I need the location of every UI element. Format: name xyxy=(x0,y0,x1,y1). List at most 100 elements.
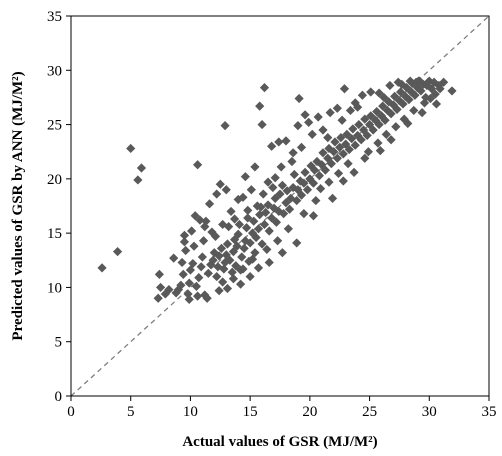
data-point xyxy=(385,80,395,91)
data-points xyxy=(97,76,457,304)
data-point xyxy=(164,285,174,295)
data-point xyxy=(288,148,298,158)
data-point xyxy=(194,273,204,283)
data-point xyxy=(252,201,262,211)
data-point xyxy=(411,77,421,87)
data-point xyxy=(227,267,237,277)
data-point xyxy=(160,289,170,299)
data-point xyxy=(357,90,368,100)
data-point xyxy=(324,177,334,187)
data-point xyxy=(343,159,353,169)
data-point xyxy=(353,130,363,141)
data-point xyxy=(251,232,261,243)
data-point xyxy=(258,189,268,199)
data-point xyxy=(257,119,267,130)
data-point xyxy=(283,224,293,234)
data-point xyxy=(431,99,442,109)
x-tick-label: 10 xyxy=(183,404,198,420)
y-tick-label: 5 xyxy=(55,335,63,351)
data-point xyxy=(406,87,416,97)
data-point xyxy=(337,115,347,125)
data-point xyxy=(339,84,350,94)
data-point xyxy=(241,223,252,233)
data-point xyxy=(308,178,319,188)
data-point xyxy=(326,159,336,169)
y-tick-label: 10 xyxy=(47,280,62,296)
data-point xyxy=(347,134,357,144)
data-point xyxy=(356,135,366,145)
data-point xyxy=(154,269,164,279)
data-point xyxy=(338,176,348,186)
y-axis-title: Predicted values of GSR by ANN (MJ/M²) xyxy=(10,71,26,340)
data-point xyxy=(335,142,345,152)
data-point xyxy=(221,185,231,195)
data-point xyxy=(417,108,427,118)
data-point xyxy=(189,241,199,251)
data-point xyxy=(409,105,419,116)
data-point xyxy=(195,215,205,225)
data-point xyxy=(318,125,328,135)
data-point xyxy=(255,101,265,111)
data-point xyxy=(373,138,383,148)
data-point xyxy=(200,290,210,300)
data-point xyxy=(300,110,310,120)
data-point xyxy=(405,76,415,86)
data-point xyxy=(293,121,303,131)
data-point xyxy=(363,147,373,157)
x-tick-label: 0 xyxy=(67,404,75,420)
data-point xyxy=(397,79,407,89)
data-point xyxy=(184,294,194,304)
data-point xyxy=(360,114,370,124)
data-point xyxy=(400,91,410,101)
data-point xyxy=(330,137,340,147)
data-point xyxy=(276,162,286,172)
data-point xyxy=(353,102,363,112)
data-point xyxy=(344,144,354,155)
data-point xyxy=(213,262,223,272)
data-point xyxy=(325,108,335,118)
data-point xyxy=(362,130,372,141)
data-point xyxy=(192,291,203,301)
data-point xyxy=(304,117,314,127)
plot-area-frame xyxy=(70,15,490,397)
data-point xyxy=(332,153,342,163)
data-point xyxy=(318,148,328,158)
data-point xyxy=(394,96,405,106)
data-point xyxy=(419,98,430,108)
data-point xyxy=(214,286,224,296)
data-point xyxy=(287,156,297,167)
data-point xyxy=(312,156,322,167)
data-point xyxy=(245,238,255,248)
data-point xyxy=(214,251,224,261)
data-point xyxy=(216,243,227,253)
data-point xyxy=(381,129,391,139)
data-point xyxy=(439,77,449,87)
data-point xyxy=(427,84,437,94)
data-point xyxy=(243,205,253,215)
data-point xyxy=(292,195,302,206)
data-point xyxy=(404,95,414,105)
data-point xyxy=(259,219,270,230)
data-point xyxy=(289,169,299,180)
data-point xyxy=(391,122,401,132)
data-point xyxy=(386,109,396,119)
data-point xyxy=(366,111,376,121)
data-point xyxy=(293,185,303,195)
data-point xyxy=(197,252,207,262)
data-point xyxy=(237,252,247,262)
data-point xyxy=(299,178,309,188)
data-point xyxy=(203,268,213,278)
data-point xyxy=(226,206,236,217)
identity-reference-line xyxy=(70,15,490,397)
data-point xyxy=(380,115,390,125)
data-point xyxy=(345,105,356,116)
data-point xyxy=(225,255,235,265)
data-point xyxy=(378,101,388,111)
data-point xyxy=(354,119,364,130)
data-point xyxy=(176,280,186,290)
data-point xyxy=(393,77,403,87)
data-point xyxy=(435,84,445,94)
data-point xyxy=(310,165,320,175)
data-point xyxy=(350,98,360,108)
